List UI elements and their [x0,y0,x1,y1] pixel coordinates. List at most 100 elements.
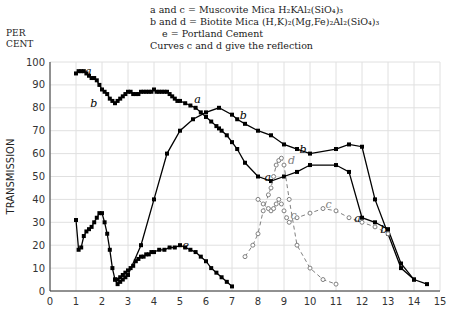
point [74,218,78,222]
tick-label: 15 [434,296,447,307]
point [412,278,416,282]
point [162,248,166,252]
point [95,216,99,220]
tick-label: 6 [203,296,209,307]
curve-label: a [354,212,361,225]
tick-label: 13 [382,296,395,307]
point [209,266,213,270]
point [279,202,283,206]
series-line [115,245,232,286]
point [295,170,299,174]
point [373,197,377,201]
grid-line [50,84,440,85]
point [194,106,198,110]
point [194,250,198,254]
x-axis [50,291,440,292]
curve-label: a [265,171,272,184]
point [347,142,351,146]
series-line [245,158,336,284]
point [261,209,265,213]
tick-label: 60 [32,148,45,159]
tick-label: 5 [177,296,183,307]
grid-line [50,176,440,177]
point [256,129,260,133]
point [230,140,234,144]
point [256,197,260,201]
tick-label: 30 [32,217,45,228]
point [105,232,109,236]
tick-label: 12 [356,296,369,307]
point [373,225,377,229]
point [110,266,114,270]
tick-label: 70 [32,125,45,136]
note: b and d = Biotite Mica (H,K)₂(Mg,Fe)₂Al₂… [150,16,380,27]
point [399,266,403,270]
point [321,207,325,211]
point [269,133,273,137]
tick-label: 2 [99,296,105,307]
curve-label: e [183,239,190,252]
note: a and c = Muscovite Mica H₂KAl₂(SiO₄)₃ [150,4,343,15]
grid [50,62,440,291]
tick-label: 4 [151,296,157,307]
point [334,282,338,286]
series-line [76,108,427,284]
point [220,129,224,133]
tick-label: 14 [408,296,421,307]
point [92,220,96,224]
point [225,133,229,137]
point [152,250,156,254]
point [256,232,260,236]
grid-line [50,199,440,200]
y-axis [50,62,51,291]
point [360,145,364,149]
curve-label: b [240,109,247,122]
point [183,101,187,105]
point [279,156,283,160]
tick-label: 100 [26,57,45,68]
point [217,106,221,110]
point [282,175,286,179]
tick-label: 0 [47,296,53,307]
point [100,211,104,215]
point [214,271,218,275]
point [235,147,239,151]
tick-label: 10 [304,296,317,307]
point [79,245,83,249]
point [95,78,99,82]
point [308,266,312,270]
point [347,170,351,174]
point [82,234,86,238]
y-unit-line: CENT [6,39,33,49]
curve-label: c [291,209,297,222]
point [282,142,286,146]
chart: 0123456789101112131415010203040506070809… [0,0,450,313]
point [235,117,239,121]
curve-label: b [90,97,97,110]
point [209,120,213,124]
tick-label: 20 [32,240,45,251]
point [131,264,135,268]
note: Curves c and d give the reflection [150,40,313,51]
point [295,147,299,151]
grid-line [50,268,440,269]
tick-label: 80 [32,102,45,113]
point [277,197,281,201]
point [295,243,299,247]
tick-label: 0 [39,286,45,297]
point [425,282,429,286]
point [334,209,338,213]
point [308,211,312,215]
point [230,113,234,117]
point [272,175,276,179]
y-unit-line: PER [6,28,26,38]
grid-line [50,130,440,131]
point [139,243,143,247]
point [220,275,224,279]
tick-label: 50 [32,171,45,182]
series-line [258,199,388,233]
curve-label: d [288,154,295,167]
point [334,147,338,151]
point [334,163,338,167]
point [308,152,312,156]
